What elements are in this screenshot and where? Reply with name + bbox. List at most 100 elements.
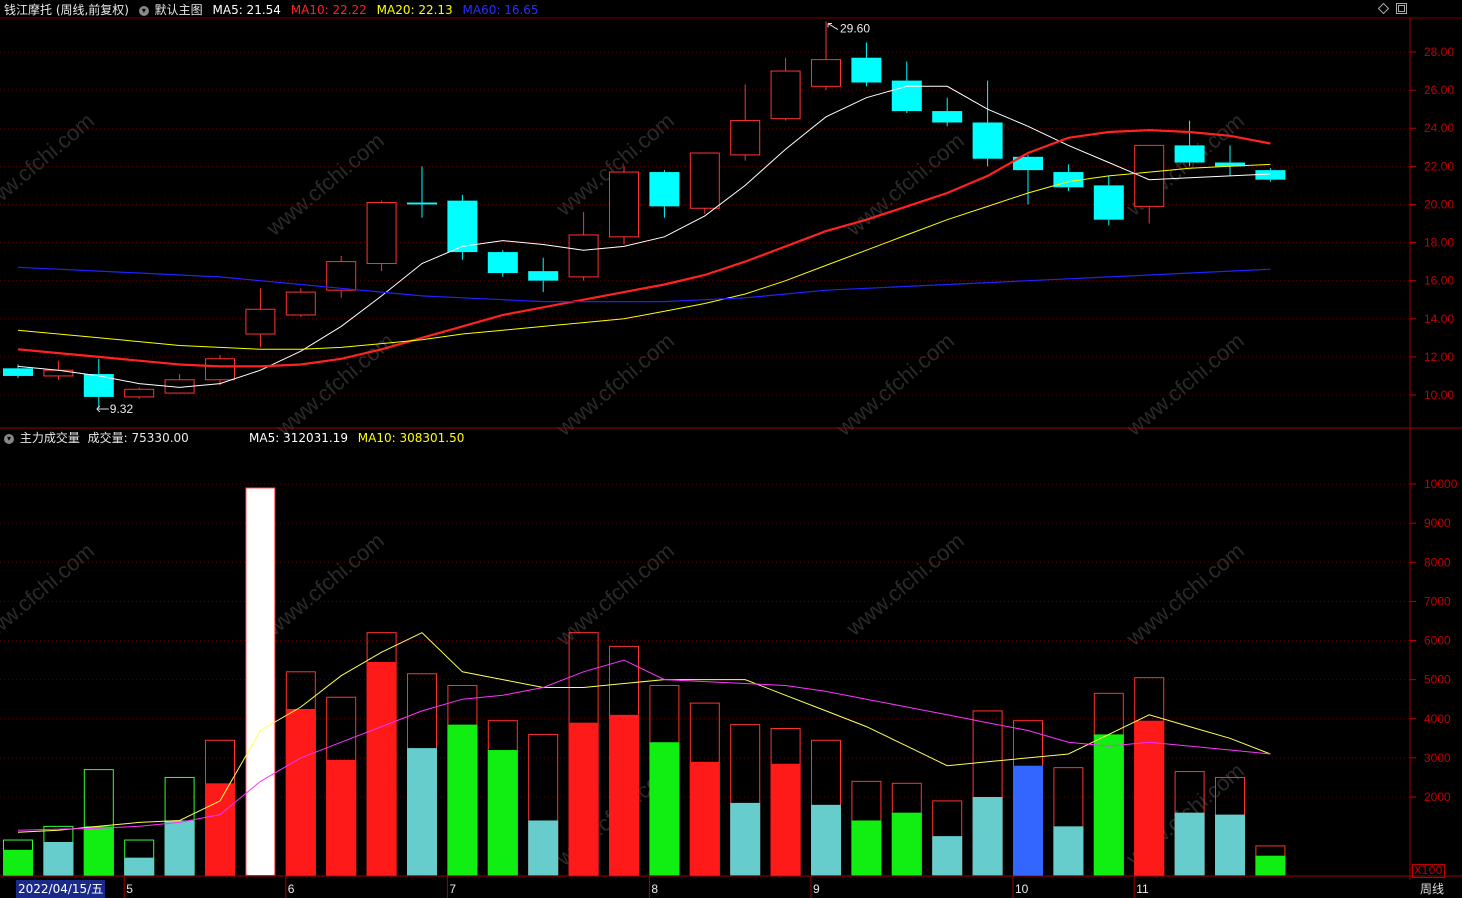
volume-bar-main[interactable] [811,804,841,875]
price-panel[interactable]: 29.60 9.32 [3,21,1286,416]
volume-bar-main[interactable] [83,826,114,875]
candle-body-up[interactable] [43,369,74,377]
volume-bar-main[interactable] [1013,765,1043,875]
price-tick-label: 12.00 [1424,350,1454,364]
volume-bar-main[interactable] [366,662,397,875]
volume-tick-label: 6000 [1424,634,1451,648]
candle-body-down[interactable] [3,368,33,376]
volume-bar-main[interactable] [568,722,599,875]
volume-bar-main[interactable] [730,802,761,875]
candle-body-up[interactable] [245,308,276,335]
candle-body-down[interactable] [487,252,518,274]
stock-title[interactable]: 钱江摩托 (周线,前复权) [4,3,129,17]
volume-tick-label: 9000 [1424,516,1451,530]
unit-label: X100 [1412,864,1445,878]
candle-body-down[interactable] [1013,156,1043,171]
volume-bar-main[interactable] [247,699,274,875]
volume-bar-main[interactable] [689,761,720,875]
volume-bar-main[interactable] [609,714,639,875]
candle-body-down[interactable] [1174,145,1205,163]
annotation-label: 9.32 [110,402,134,416]
maximize-icon[interactable] [1396,3,1407,14]
candle-body-up[interactable] [124,388,155,398]
price-tick-label: 18.00 [1424,236,1454,250]
vol-ma5-legend: MA5: 312031.19 [249,431,348,445]
candle-body-up[interactable] [770,70,801,120]
candle-body-up[interactable] [366,202,397,265]
candle-body-up[interactable] [326,261,357,291]
annotation-high: 29.60 [827,22,870,36]
chart-grid [0,17,1462,880]
candle-body-down[interactable] [972,122,1003,159]
volume-bar-main[interactable] [164,820,195,875]
volume-tick-label: 8000 [1424,555,1451,569]
annotation-arrow [96,405,109,413]
candle-body-up[interactable] [205,358,235,381]
current-date-label: 2022/04/15/五 [16,880,106,898]
volume-indicator-label[interactable]: 主力成交量 [19,431,80,445]
price-tick-label: 16.00 [1424,274,1454,288]
volume-bar-main[interactable] [851,820,882,875]
candle-body-down[interactable] [1093,185,1124,220]
volume-bar-main[interactable] [3,849,33,875]
volume-bar-main[interactable] [1255,855,1286,875]
volume-bar-main[interactable] [528,820,559,875]
volume-tick-label: 2000 [1424,790,1451,804]
volume-bar-main[interactable] [447,724,478,875]
volume-bar-main[interactable] [205,783,235,875]
diamond-icon[interactable] [1377,2,1390,15]
price-tick-label: 28.00 [1424,45,1454,59]
volume-bar-main[interactable] [972,797,1003,875]
volume-bar-main[interactable] [1093,734,1124,875]
volume-tick-label: 3000 [1424,751,1451,765]
volume-panel[interactable] [3,487,1286,876]
volume-ma-line-ma10 [17,659,1271,831]
volume-bar-main[interactable] [649,742,680,875]
candle-body-down[interactable] [528,271,559,281]
ma-line-ma5 [17,85,1271,388]
watermark-text: www.cfchi.com [0,538,99,651]
candle-body-down[interactable] [932,111,963,123]
volume-bar-main[interactable] [891,812,922,875]
price-legend: 钱江摩托 (周线,前复权) ▾ 默认主图 MA5: 21.54 MA10: 22… [4,1,539,19]
ma10-legend: MA10: 22.22 [290,3,367,17]
volume-bar-main[interactable] [285,708,316,875]
price-tick-label: 20.00 [1424,197,1454,211]
volume-settings-icon[interactable]: ▾ [4,433,14,444]
volume-bar-main[interactable] [1215,814,1245,875]
volume-bar-main[interactable] [1174,812,1205,875]
volume-bar-main[interactable] [407,748,437,875]
volume-bar-main[interactable] [43,841,74,875]
ma5-legend: MA5: 21.54 [212,3,281,17]
volume-bar-main[interactable] [1134,720,1165,875]
candle-body-up[interactable] [811,59,841,87]
candle-body-down[interactable] [1255,170,1286,180]
candle-body-up[interactable] [285,291,316,316]
volume-bar-main[interactable] [770,763,801,875]
candle-body-down[interactable] [1215,162,1245,167]
watermark-text: www.cfchi.com [271,328,399,441]
volume-bar-main[interactable] [487,750,518,875]
volume-bar-main[interactable] [326,759,357,875]
candle-body-down[interactable] [851,57,882,83]
candle-body-up[interactable] [609,171,639,238]
candle-body-down[interactable] [649,172,680,207]
settings-icon[interactable]: ▾ [138,5,149,16]
volume-value: 成交量: 75330.00 [87,431,189,445]
ma-line-ma20 [17,163,1271,350]
volume-bar-main[interactable] [1053,826,1084,875]
candle-body-down[interactable] [83,374,114,397]
candle-body-down[interactable] [407,202,437,205]
annotation-label: 29.60 [840,22,870,36]
candle-body-up[interactable] [568,234,599,278]
candle-body-down[interactable] [891,80,922,112]
main-chart-label[interactable]: 默认主图 [154,3,203,17]
candle-body-down[interactable] [447,200,478,253]
candle-body-up[interactable] [689,152,720,209]
volume-bar-main[interactable] [124,857,155,875]
volume-bar-main[interactable] [932,836,963,875]
period-label[interactable]: 周线 [1420,882,1445,896]
watermark-text: www.cfchi.com [831,328,959,441]
candle-body-up[interactable] [730,120,761,156]
